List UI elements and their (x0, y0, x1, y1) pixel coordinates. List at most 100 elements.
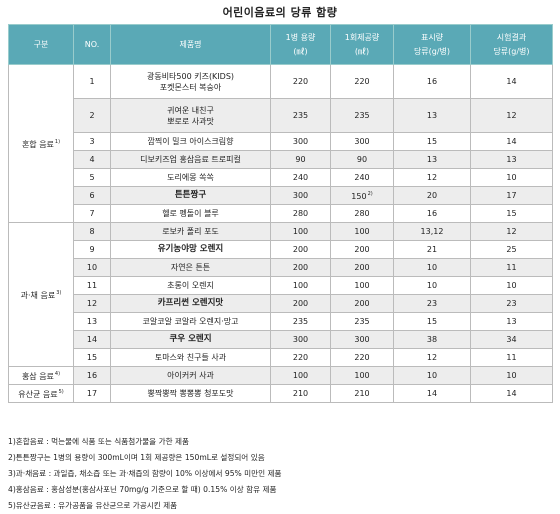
group-cell: 과·채 음료3) (8, 222, 74, 367)
serving-size: 200 (330, 294, 394, 313)
bottle-volume: 235 (270, 312, 331, 331)
product-name-line: 초롱이 오렌지 (167, 281, 214, 290)
product-name-line: 튼튼짱구 (174, 190, 207, 200)
serving-value: 200 (354, 245, 370, 254)
header-text: 1병 용량 (285, 32, 316, 42)
labeled-sugar: 10 (393, 276, 471, 295)
header-text: 제품명 (179, 39, 202, 49)
bottle-volume: 200 (270, 240, 331, 259)
header-cell: 시험결과 당류(g/병) (470, 24, 553, 65)
product-name: 귀여운 내친구 뽀로로 사과맛 (110, 98, 271, 133)
labeled-sugar: 15 (393, 132, 471, 151)
labeled-sugar: 12 (393, 168, 471, 187)
product-name-line: 아이커커 사과 (167, 371, 214, 380)
header-text: (㎖) (354, 46, 370, 56)
product-name-line: 뿡짝뿡짝 뽕뽕뽕 청포도맛 (147, 389, 234, 398)
product-name-line: 자연은 튼튼 (170, 263, 211, 272)
table-row: 2 귀여운 내친구 뽀로로 사과맛 235 235 13 12 (9, 98, 553, 133)
product-name-line: 쿠우 오렌지 (169, 334, 212, 344)
no-cell: 1 (73, 64, 111, 99)
serving-value: 235 (354, 111, 370, 120)
group-cell: 홍삼 음료4) (8, 366, 74, 385)
tested-sugar: 34 (470, 330, 553, 349)
table-row: 유산균 음료5) 17 뿡짝뿡짝 뽕뽕뽕 청포도맛 210 210 14 14 (8, 384, 553, 403)
bottle-volume: 300 (270, 186, 331, 205)
product-name: 쿠우 오렌지 (110, 330, 271, 349)
no-cell: 10 (73, 258, 111, 277)
serving-size: 235 (330, 98, 394, 133)
serving-size: 210 (330, 384, 394, 403)
serving-value: 240 (354, 173, 370, 182)
labeled-sugar: 23 (393, 294, 471, 313)
table-row: 5 도리에몽 쏙쏙 240 240 12 10 (9, 168, 553, 187)
serving-value: 220 (354, 353, 370, 362)
product-name: 광동비타500 키즈(KIDS) 포켓몬스터 복숭아 (110, 64, 271, 99)
labeled-sugar: 13 (393, 98, 471, 133)
product-name: 헬로 펭돌이 블루 (110, 204, 271, 223)
header-cell: NO. (73, 24, 111, 65)
serving-value: 220 (354, 77, 370, 86)
labeled-sugar: 14 (393, 384, 471, 403)
product-name-line: 유기농야망 오렌지 (157, 244, 224, 254)
product-name: 깜찍이 밀크 아이스크림향 (110, 132, 271, 151)
serving-size: 100 (330, 222, 394, 241)
table-body: 혼합 음료1) 1 광동비타500 키즈(KIDS) 포켓몬스터 복숭아 220 220 1… (8, 64, 553, 403)
bottle-volume: 100 (270, 222, 331, 241)
footnote: 5)유산균음료 : 유가공품을 유산균으로 가공시킨 제품 (8, 501, 178, 510)
serving-value: 210 (354, 389, 370, 398)
group-label: 유산균 음료 (18, 390, 58, 399)
group-label: 홍삼 음료 (21, 372, 54, 381)
tested-sugar: 14 (470, 64, 553, 99)
sugar-table: 구분 NO. 제품명 1병 용량 (㎖) 1회제공량 (㎖) 표시량 당류(g/병) 시험결과 당류… (8, 24, 553, 403)
no-cell: 13 (73, 312, 111, 331)
tested-sugar: 10 (470, 366, 553, 385)
header-text: 당류(g/병) (413, 46, 451, 56)
footnotes: 1)혼합음료 : 먹는물에 식품 또는 식품첨가물을 가한 제품 2)튼튼짱구는 … (8, 434, 282, 514)
header-cell: 표시량 당류(g/병) (393, 24, 471, 65)
serving-size: 100 (330, 276, 394, 295)
group-label: 혼합 음료 (21, 140, 54, 149)
serving-value: 90 (356, 155, 368, 164)
table-row: 혼합 음료1) 1 광동비타500 키즈(KIDS) 포켓몬스터 복숭아 220 220 1… (8, 64, 553, 223)
tested-sugar: 12 (470, 98, 553, 133)
header-text: (㎖) (293, 46, 308, 56)
tested-sugar: 11 (470, 258, 553, 277)
table-row: 7 헬로 펭돌이 블루 280 280 16 15 (9, 204, 553, 223)
bottle-volume: 300 (270, 132, 331, 151)
no-cell: 12 (73, 294, 111, 313)
product-name: 로보카 폴리 포도 (110, 222, 271, 241)
product-name-line: 뽀로로 사과맛 (167, 116, 214, 126)
footnote: 4)홍삼음료 : 홍삼성분(홍삼사포닌 70mg/g 기준으로 할 때) 0.1… (8, 485, 277, 494)
tested-sugar: 15 (470, 204, 553, 223)
no-cell: 8 (73, 222, 111, 241)
product-name: 카프리썬 오렌지맛 (110, 294, 271, 313)
product-name-line: 카프리썬 오렌지맛 (157, 298, 224, 308)
group-note: 5) (58, 389, 64, 395)
bottle-volume: 200 (270, 258, 331, 277)
serving-size: 1502) (330, 186, 394, 205)
labeled-sugar: 20 (393, 186, 471, 205)
no-cell: 5 (73, 168, 111, 187)
product-name: 디보키즈업 홍삼음료 트로피컬 (110, 150, 271, 169)
labeled-sugar: 16 (393, 204, 471, 223)
table-row: 6 튼튼짱구 300 1502) 20 17 (9, 186, 553, 205)
bottle-volume: 300 (270, 330, 331, 349)
labeled-sugar: 38 (393, 330, 471, 349)
no-cell: 3 (73, 132, 111, 151)
header-text: 구분 (33, 39, 49, 49)
header-text: 시험결과 (496, 32, 527, 42)
group-cell: 유산균 음료5) (8, 384, 74, 403)
table-row: 홍삼 음료4) 16 아이커커 사과 100 100 10 10 (8, 366, 553, 385)
serving-note: 2) (367, 191, 373, 197)
serving-value: 300 (354, 335, 370, 344)
serving-size: 200 (330, 240, 394, 259)
serving-size: 300 (330, 132, 394, 151)
labeled-sugar: 10 (393, 366, 471, 385)
bottle-volume: 220 (270, 64, 331, 99)
tested-sugar: 17 (470, 186, 553, 205)
product-name: 아이커커 사과 (110, 366, 271, 385)
no-cell: 9 (73, 240, 111, 259)
group-cell: 혼합 음료1) (8, 64, 74, 223)
serving-size: 220 (330, 348, 394, 367)
